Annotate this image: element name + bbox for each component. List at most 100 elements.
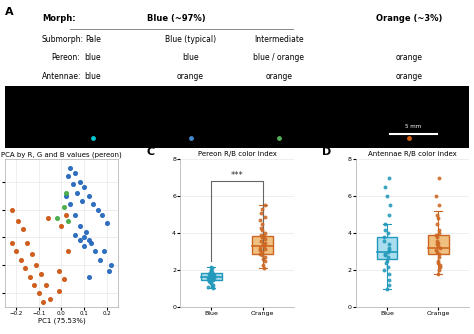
Point — [37, 271, 45, 277]
Point — [437, 264, 444, 269]
Point — [67, 165, 74, 170]
Point — [80, 243, 88, 248]
Point — [46, 296, 54, 302]
Point — [381, 184, 389, 190]
Point — [69, 182, 76, 187]
Point — [8, 207, 15, 212]
Point — [261, 214, 269, 219]
Point — [261, 230, 269, 236]
Point — [436, 245, 444, 251]
Text: blue: blue — [182, 53, 199, 62]
Point — [71, 171, 79, 176]
Text: 5 mm: 5 mm — [405, 124, 422, 129]
Point — [435, 203, 443, 208]
Point — [206, 280, 213, 285]
Point — [385, 212, 393, 217]
Point — [89, 201, 97, 207]
Point — [259, 242, 267, 247]
Text: orange: orange — [395, 71, 422, 80]
Point — [208, 275, 215, 280]
Point — [382, 221, 389, 227]
Point — [60, 204, 67, 209]
Point — [30, 282, 38, 288]
Point — [208, 271, 215, 277]
Point — [385, 175, 392, 180]
Point — [85, 237, 92, 243]
Point — [433, 249, 441, 255]
Point — [437, 262, 444, 268]
Point — [435, 243, 442, 249]
Point — [78, 198, 86, 204]
Point — [39, 299, 47, 304]
Text: Pereon:: Pereon: — [51, 53, 80, 62]
Point — [94, 207, 101, 212]
Point — [105, 268, 113, 274]
Point — [433, 212, 441, 217]
Point — [62, 193, 70, 198]
Point — [21, 266, 29, 271]
Point — [256, 251, 264, 256]
Title: Pereon R/B color index: Pereon R/B color index — [198, 151, 276, 157]
Text: D: D — [322, 147, 331, 157]
Point — [35, 291, 43, 296]
Text: Blue (~97%): Blue (~97%) — [147, 14, 206, 23]
Point — [85, 274, 92, 279]
Point — [67, 201, 74, 207]
Text: C: C — [146, 147, 155, 157]
Point — [257, 225, 264, 230]
Point — [435, 230, 443, 236]
Point — [432, 194, 440, 199]
Point — [385, 242, 392, 247]
Point — [380, 238, 388, 243]
Point — [381, 234, 388, 239]
Point — [261, 246, 269, 252]
Point — [87, 240, 95, 246]
Point — [210, 275, 218, 281]
Point — [209, 278, 217, 283]
Point — [44, 215, 52, 220]
Point — [262, 255, 269, 260]
Point — [436, 268, 443, 273]
Point — [434, 216, 441, 221]
Point — [55, 268, 63, 274]
Point — [26, 274, 34, 279]
FancyBboxPatch shape — [5, 86, 469, 148]
Point — [64, 218, 72, 223]
Point — [383, 286, 391, 292]
Point — [210, 274, 217, 280]
Point — [258, 206, 266, 212]
Point — [208, 283, 216, 289]
Point — [433, 238, 441, 243]
Point — [208, 264, 215, 269]
Point — [85, 193, 92, 198]
Point — [17, 257, 24, 263]
Point — [28, 252, 36, 257]
Text: Pale: Pale — [85, 35, 101, 44]
Point — [433, 234, 441, 239]
Text: Orange (~3%): Orange (~3%) — [376, 14, 442, 23]
Point — [258, 221, 266, 227]
Point — [256, 218, 264, 223]
Point — [435, 227, 443, 232]
Point — [206, 273, 214, 278]
Text: Intermediate: Intermediate — [254, 35, 304, 44]
Point — [435, 258, 442, 264]
Point — [71, 232, 79, 237]
Point — [42, 282, 49, 288]
Point — [96, 257, 104, 263]
Point — [64, 249, 72, 254]
Point — [62, 212, 70, 218]
X-axis label: PC1 (75.53%): PC1 (75.53%) — [37, 318, 85, 324]
Point — [383, 260, 390, 266]
Point — [436, 251, 443, 256]
Text: A: A — [5, 7, 13, 17]
Point — [100, 249, 108, 254]
Point — [435, 175, 443, 180]
Point — [205, 271, 213, 276]
Point — [208, 266, 216, 271]
Point — [73, 190, 81, 195]
Point — [62, 190, 70, 195]
Point — [262, 203, 269, 208]
Text: ***: *** — [231, 171, 243, 180]
Point — [435, 271, 442, 277]
